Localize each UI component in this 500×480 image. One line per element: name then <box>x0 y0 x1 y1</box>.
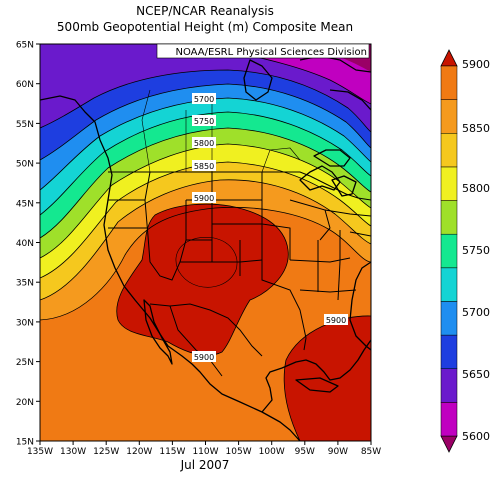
lon-tick-label: 120W <box>126 447 152 457</box>
contour-label: 5850 <box>194 162 214 171</box>
lat-tick-label: 50N <box>16 160 34 170</box>
contour-label: 5900 <box>326 316 346 325</box>
contour-label: 5750 <box>194 117 214 126</box>
contour-label: 5900 <box>194 194 214 203</box>
high-5900-gulf <box>283 315 371 441</box>
colorbar-label: 5850 <box>462 122 490 135</box>
colorbar-label: 5900 <box>462 58 490 71</box>
contour-label-bg <box>192 93 216 104</box>
lat-tick-label: 35N <box>16 279 34 289</box>
contour-label-bg <box>192 192 216 203</box>
time-period: Jul 2007 <box>180 458 230 472</box>
lat-tick-label: 15N <box>16 438 34 448</box>
lat-tick-label: 55N <box>16 120 34 130</box>
colorbar-swatch <box>440 133 458 168</box>
lat-tick-label: 30N <box>16 318 34 328</box>
lon-tick-label: 105W <box>226 447 252 457</box>
colorbar-swatch <box>440 301 458 336</box>
field-5650-band <box>40 44 371 132</box>
lon-tick-label: 135W <box>27 447 53 457</box>
map-title: NCEP/NCAR Reanalysis <box>136 4 274 18</box>
colorbar-swatch <box>440 99 458 134</box>
colorbar-swatch <box>440 200 458 235</box>
map-subtitle: 500mb Geopotential Height (m) Composite … <box>56 20 354 34</box>
colorbar-max-arrow <box>440 49 458 67</box>
colorbar-label: 5650 <box>462 368 490 381</box>
contour-label-bg <box>192 351 216 362</box>
lat-tick-label: 25N <box>16 358 34 368</box>
contour-label: 5900 <box>194 353 214 362</box>
political-borders <box>108 171 371 377</box>
lon-tick-label: 95W <box>295 447 315 457</box>
lon-tick-label: 115W <box>159 447 185 457</box>
colorbar-swatch <box>440 267 458 302</box>
height-field <box>40 44 371 441</box>
contour-label-bg <box>192 137 216 148</box>
longitude-labels: 135W 130W 125W 120W 115W 110W 105W 100W 95W 90W 85… <box>27 441 381 457</box>
lon-tick-label: 125W <box>93 447 119 457</box>
colorbar-swatch <box>440 402 458 437</box>
lat-tick-label: 20N <box>16 398 34 408</box>
contour-lines <box>40 44 371 321</box>
contour-label-bg <box>192 160 216 171</box>
contour-label-bg <box>192 115 216 126</box>
colorbar-label: 5750 <box>462 244 490 257</box>
lon-tick-label: 85W <box>361 447 381 457</box>
colorbar-swatch <box>440 334 458 369</box>
latitude-labels: 65N 60N 55N 50N 45N 40N 35N 30N 25N 20N 15N <box>16 41 40 448</box>
colorbar-swatch <box>440 368 458 403</box>
field-5625-band <box>200 44 371 104</box>
credit-box <box>156 43 370 59</box>
high-5900-west <box>116 203 289 356</box>
lon-tick-label: 110W <box>192 447 218 457</box>
colorbar-swatch <box>440 166 458 201</box>
coastlines <box>40 55 371 441</box>
colorbar-min-arrow <box>440 435 458 453</box>
colorbar: 5900 5850 5800 5750 5700 5650 5600 <box>440 49 490 453</box>
contour-label: 5700 <box>194 95 214 104</box>
colorbar-swatch <box>440 65 458 100</box>
lat-tick-label: 45N <box>16 199 34 209</box>
lat-tick-label: 60N <box>16 80 34 90</box>
lon-tick-label: 130W <box>60 447 86 457</box>
contour-label: 5800 <box>194 139 214 148</box>
contour-label-bg <box>324 314 348 325</box>
credit-text: NOAA/ESRL Physical Sciences Division <box>176 47 368 58</box>
colorbar-swatch <box>440 233 458 269</box>
contour-labels: 5700 5750 5800 5850 5900 5900 5900 <box>192 93 348 362</box>
colorbar-label: 5700 <box>462 306 490 319</box>
inner-high-contour <box>175 237 238 288</box>
lon-tick-label: 90W <box>328 447 348 457</box>
lat-tick-label: 40N <box>16 239 34 249</box>
lon-tick-label: 100W <box>259 447 285 457</box>
colorbar-label: 5800 <box>462 182 490 195</box>
colorbar-label: 5600 <box>462 430 490 443</box>
lat-tick-label: 65N <box>16 41 34 51</box>
